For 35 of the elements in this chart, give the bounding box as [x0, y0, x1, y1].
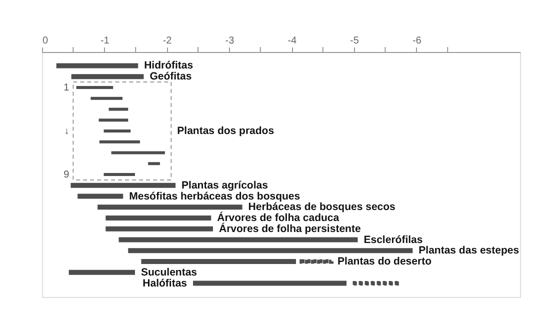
annotation: 9 — [64, 170, 70, 180]
y-tick-label: Plantas do deserto — [338, 256, 432, 268]
y-tick-label: Árvores de folha persistente — [218, 222, 361, 235]
y-tick-label: Plantas agrícolas — [182, 179, 268, 192]
bar — [98, 204, 242, 210]
x-tick-label: -5 — [350, 36, 360, 46]
y-tick-label: Árvores de folha caduca — [217, 211, 340, 224]
bar — [78, 194, 124, 199]
bar — [193, 280, 347, 286]
y-tick-label: Herbáceas de bosques secos — [248, 201, 396, 214]
x-tick-label: -6 — [412, 36, 422, 46]
y-tick-label: Esclerófilas — [364, 234, 423, 246]
y-tick-label: Hidrófitas — [144, 60, 194, 72]
y-tick-label: Plantas das estepes — [418, 244, 520, 257]
bar — [141, 259, 296, 264]
x-tick-label: 0 — [42, 36, 48, 46]
bar — [106, 226, 213, 232]
y-tick-label: Plantas dos prados — [177, 124, 274, 137]
bar — [71, 74, 144, 80]
x-tick-label: -2 — [162, 36, 172, 46]
x-tick-label: -4 — [288, 36, 297, 46]
y-tick-label: Halófitas — [142, 277, 188, 290]
bar — [128, 248, 413, 254]
y-tick-label: Geófitas — [150, 70, 192, 83]
x-tick-label: -3 — [225, 36, 235, 46]
x-tick-label: -1 — [100, 36, 110, 46]
bar — [106, 216, 212, 221]
bar — [68, 270, 135, 275]
bar — [118, 237, 358, 242]
bar — [56, 63, 138, 68]
y-tick-label: Mesófitas herbáceas dos bosques — [129, 190, 300, 202]
y-tick-label: Suculentas — [140, 266, 198, 278]
annotation: 1 — [64, 82, 70, 94]
bar — [70, 182, 176, 188]
annotation: ↓ — [64, 126, 70, 137]
